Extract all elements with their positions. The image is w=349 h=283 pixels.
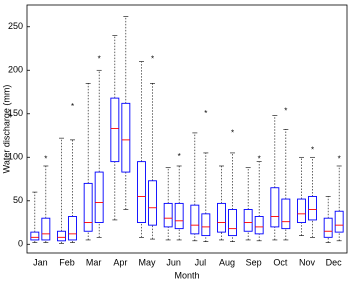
box [30,231,40,241]
box [190,204,200,235]
y-tick-label: 100 [8,152,23,162]
y-axis-label: Water discharge (mm) [1,85,11,174]
x-tick-label: Feb [59,257,75,267]
box [228,209,237,237]
outlier: * [204,109,207,118]
x-tick-label: Mar [86,257,102,267]
box [281,198,291,230]
outlier: * [151,54,154,63]
box [334,210,344,233]
x-tick-label: Jul [195,257,207,267]
outlier: * [311,146,314,155]
box [270,187,280,228]
outlier: * [284,107,287,116]
x-tick-label: Jan [33,257,48,267]
box [121,102,131,173]
box [201,213,211,237]
box [243,209,253,232]
y-tick-label: 150 [8,108,23,118]
outlier: * [71,102,74,111]
x-tick-label: May [138,257,156,267]
y-tick-label: 200 [8,65,23,75]
plot-frame [26,4,348,254]
outlier: * [178,152,181,161]
box [57,230,66,242]
x-tick-label: Nov [299,257,316,267]
outlier: * [44,154,47,163]
box [174,202,184,230]
box [83,182,93,232]
outlier: * [258,154,261,163]
box [41,217,51,241]
box [68,216,77,241]
x-axis-label: Month [174,270,199,280]
x-tick-label: Dec [326,257,343,267]
box [110,97,120,163]
x-tick-label: Aug [219,257,235,267]
box [308,195,317,221]
x-tick-label: Jun [166,257,181,267]
x-tick-label: Oct [273,257,288,267]
x-tick-label: Apr [113,257,127,267]
box [254,216,264,235]
box [137,161,146,223]
box [297,198,306,223]
box [323,217,333,238]
box [148,180,157,226]
y-tick-label: 50 [13,195,23,205]
x-tick-label: Sep [246,257,262,267]
box [94,171,104,223]
outlier: * [231,128,234,137]
outlier: * [98,54,101,63]
y-tick-label: 250 [8,21,23,31]
y-tick-label: 0 [18,239,23,249]
box [217,202,226,233]
box [163,202,173,228]
outlier: * [338,154,341,163]
